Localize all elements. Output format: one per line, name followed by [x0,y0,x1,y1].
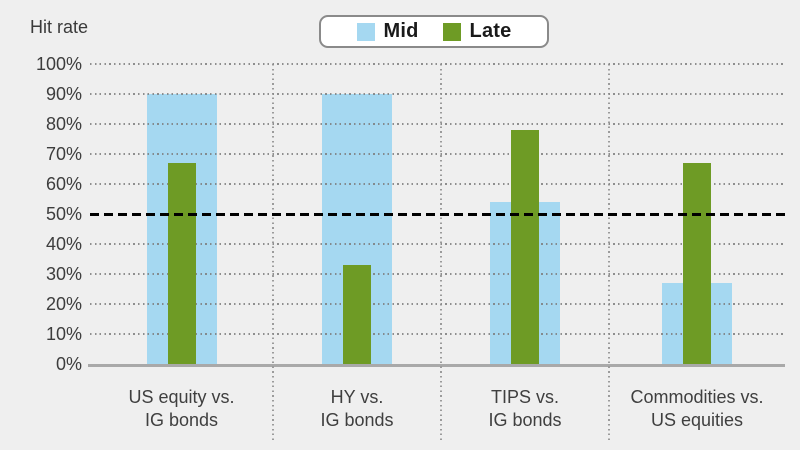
y-tick-label: 50% [45,204,82,224]
bar-late-3 [511,130,539,364]
y-tick-label: 20% [45,294,82,314]
mid-series-swatch [356,22,375,41]
category-separator [272,64,274,440]
y-tick-label: 0% [55,354,82,374]
category-separator [608,64,610,440]
legend: Mid Late [319,15,549,48]
y-tick-label: 10% [45,324,82,344]
y-tick-label: 100% [35,54,82,74]
x-axis-line [88,364,785,367]
gridline-80 [90,123,785,125]
gridline-90 [90,93,785,95]
x-axis-label: Commodities vs. US equities [630,387,764,430]
gridline-40 [90,243,785,245]
gridline-70 [90,153,785,155]
chart-title: Hit rate [30,17,89,37]
legend-label-late: Late [469,20,512,42]
y-tick-label: 40% [45,234,82,254]
y-tick-label: 90% [45,84,82,104]
gridline-30 [90,273,785,275]
y-tick-label: 30% [45,264,82,284]
gridline-100 [90,63,785,65]
gridline-20 [90,303,785,305]
x-axis-label: US equity vs. IG bonds [128,387,235,430]
bar-late-1 [167,163,196,364]
late-series-swatch [442,22,461,41]
category-separator [440,64,442,440]
gridline-10 [90,333,785,335]
legend-item-mid: Mid [356,20,419,43]
reference-line-50pct [90,213,785,216]
legend-item-late: Late [442,20,512,43]
x-axis-label: TIPS vs. IG bonds [488,387,562,430]
legend-label-mid: Mid [383,20,419,42]
x-axis-label: HY vs. IG bonds [320,387,394,430]
bar-late-4 [683,163,711,364]
y-tick-label: 70% [45,144,82,164]
y-tick-label: 80% [45,114,82,134]
bar-late-2 [343,265,371,364]
y-tick-label: 60% [45,174,82,194]
gridline-60 [90,183,785,185]
